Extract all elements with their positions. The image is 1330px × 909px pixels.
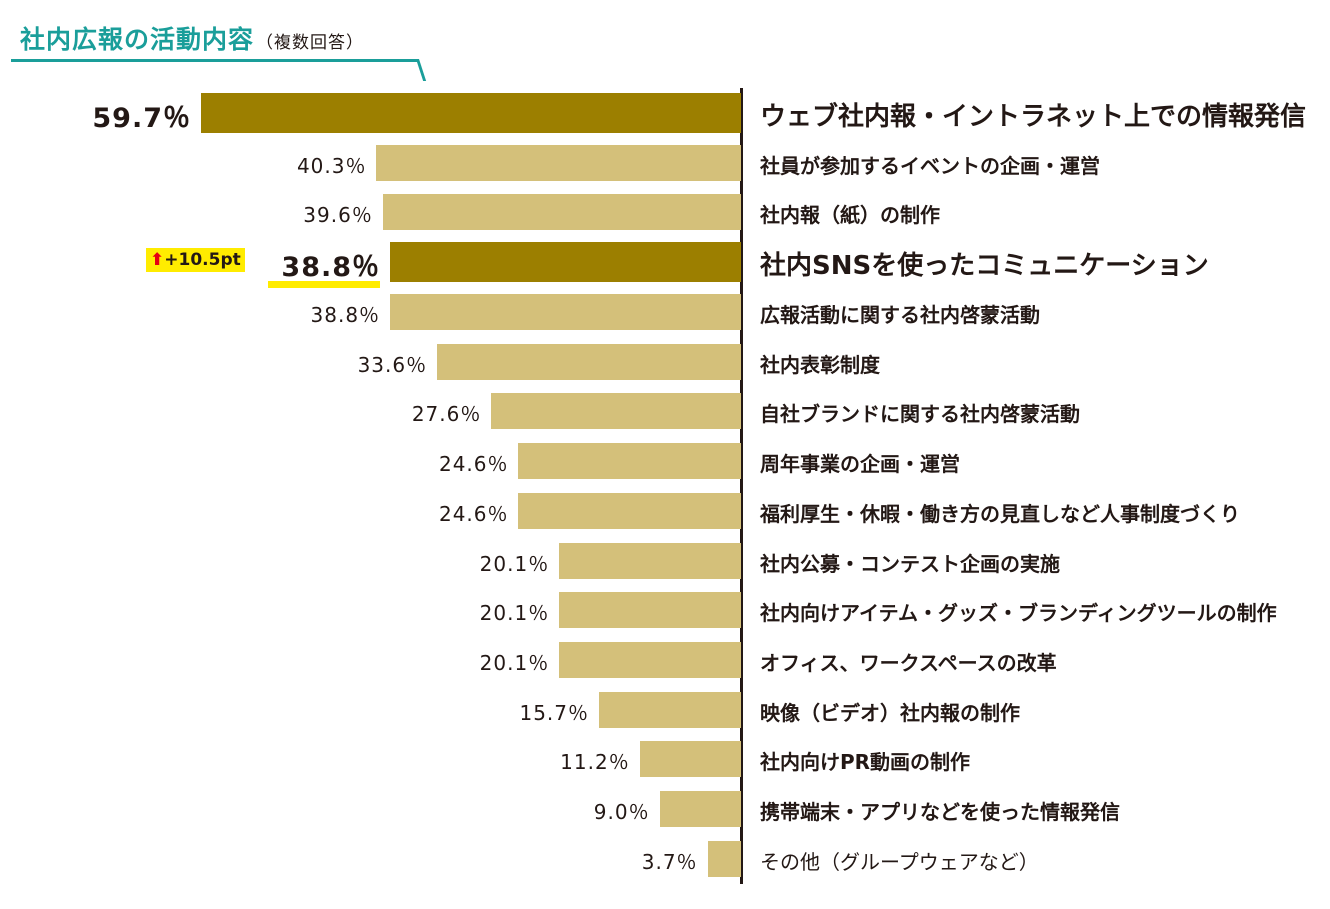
bar xyxy=(518,443,741,480)
chart-title: 社内広報の活動内容 （複数回答） xyxy=(20,20,364,56)
category-label: ウェブ社内報・イントラネット上での情報発信 xyxy=(760,102,1307,132)
category-label: 社内報（紙）の制作 xyxy=(760,203,940,228)
title-text: 社内広報の活動内容 xyxy=(20,25,255,54)
value-label: 27.6％ xyxy=(411,402,482,427)
bar xyxy=(201,93,741,133)
value-label: 20.1％ xyxy=(479,551,550,576)
arrow-up-icon: ⬆ xyxy=(150,250,165,271)
bar xyxy=(707,840,741,877)
change-text: +10.5pt xyxy=(164,250,241,271)
category-label: 社員が参加するイベントの企画・運営 xyxy=(760,153,1100,178)
value-label: 24.6％ xyxy=(438,452,509,477)
category-label: その他（グループウェアなど） xyxy=(760,849,1039,874)
category-label: 周年事業の企画・運営 xyxy=(760,452,960,477)
category-label: 携帯端末・アプリなどを使った情報発信 xyxy=(760,800,1120,825)
value-label: 20.1％ xyxy=(479,651,550,676)
value-label: 3.7％ xyxy=(641,849,698,874)
bar xyxy=(559,642,741,679)
category-label: 社内向けPR動画の制作 xyxy=(760,750,971,775)
value-label: 38.8％ xyxy=(281,252,381,284)
category-label: 社内向けアイテム・グッズ・ブランディングツールの制作 xyxy=(760,601,1277,626)
value-label: 9.0％ xyxy=(593,800,650,825)
bar xyxy=(659,791,741,828)
bar xyxy=(491,393,741,430)
value-label: 33.6％ xyxy=(357,352,428,377)
value-label: 24.6％ xyxy=(438,501,509,526)
bar xyxy=(390,293,741,330)
category-label: 社内公募・コンテスト企画の実施 xyxy=(760,551,1060,576)
highlight-underline xyxy=(268,281,381,289)
bar xyxy=(639,741,741,778)
axis-line xyxy=(740,88,743,884)
chart-subtitle: （複数回答） xyxy=(256,33,365,53)
category-label: 映像（ビデオ）社内報の制作 xyxy=(760,700,1020,725)
change-badge: ⬆+10.5pt xyxy=(146,248,245,273)
value-label: 20.1％ xyxy=(479,601,550,626)
value-label: 39.6％ xyxy=(303,203,373,228)
value-label: 11.2％ xyxy=(560,750,630,775)
bar xyxy=(559,542,741,579)
value-label: 15.7％ xyxy=(519,700,589,725)
category-label: 福利厚生・休暇・働き方の見直しなど人事制度づくり xyxy=(760,501,1240,526)
bar xyxy=(376,144,741,181)
bar xyxy=(559,592,741,629)
bar xyxy=(518,492,741,529)
category-label: オフィス、ワークスペースの改革 xyxy=(760,651,1057,676)
bar xyxy=(598,691,741,728)
title-underline xyxy=(11,59,418,62)
category-label: 社内SNSを使ったコミュニケーション xyxy=(760,251,1209,282)
category-label: 自社ブランドに関する社内啓蒙活動 xyxy=(760,402,1080,427)
bar xyxy=(390,242,741,283)
bar xyxy=(382,194,741,231)
value-label: 40.3％ xyxy=(296,153,367,178)
value-label: 59.7％ xyxy=(92,103,191,134)
value-label: 38.8％ xyxy=(310,302,381,327)
bar xyxy=(437,343,741,380)
title-underline-tick xyxy=(416,59,427,81)
category-label: 広報活動に関する社内啓蒙活動 xyxy=(760,302,1040,327)
category-label: 社内表彰制度 xyxy=(760,352,880,377)
